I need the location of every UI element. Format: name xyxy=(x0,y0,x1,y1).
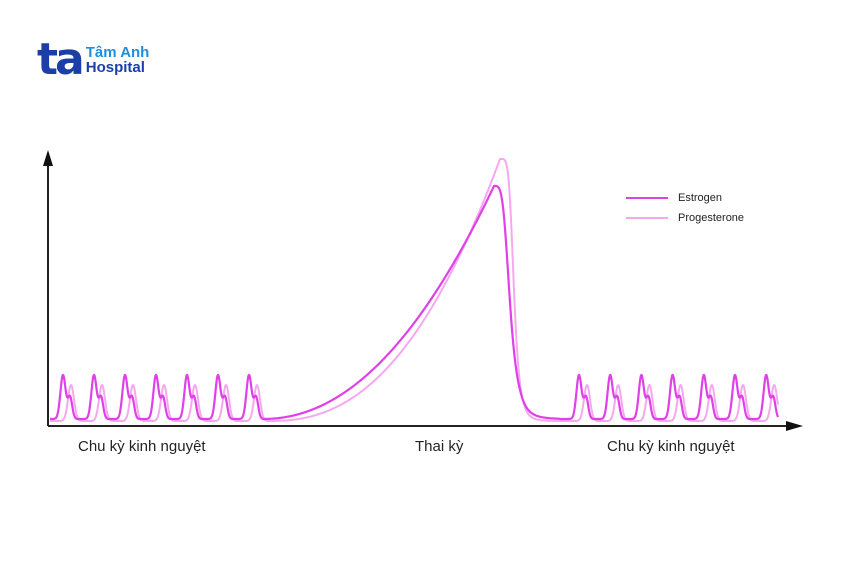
legend-label: Estrogen xyxy=(678,192,723,204)
estrogen-swatch xyxy=(626,197,668,199)
legend-item-progesterone: Progesterone xyxy=(626,208,744,228)
legend: Estrogen Progesterone xyxy=(626,188,744,228)
legend-item-estrogen: Estrogen xyxy=(626,188,744,208)
logo-name: Tâm Anh xyxy=(85,44,150,61)
y-axis-arrow-icon xyxy=(43,150,53,166)
x-label-menstrual-cycle-right: Chu kỳ kinh nguyệt xyxy=(607,438,735,455)
legend-label: Progesterone xyxy=(678,212,745,224)
progesterone-swatch xyxy=(626,217,668,219)
logo-mark: ta xyxy=(37,34,85,85)
estrogen-line xyxy=(49,184,780,421)
logo-text: Tâm Anh Hospital xyxy=(86,45,150,75)
x-label-menstrual-cycle-left: Chu kỳ kinh nguyệt xyxy=(78,438,206,455)
logo-subtitle: Hospital xyxy=(85,59,145,76)
x-axis-arrow-icon xyxy=(786,421,803,431)
hospital-logo: ta Tâm Anh Hospital xyxy=(37,34,150,85)
x-label-pregnancy: Thai kỳ xyxy=(415,438,464,455)
